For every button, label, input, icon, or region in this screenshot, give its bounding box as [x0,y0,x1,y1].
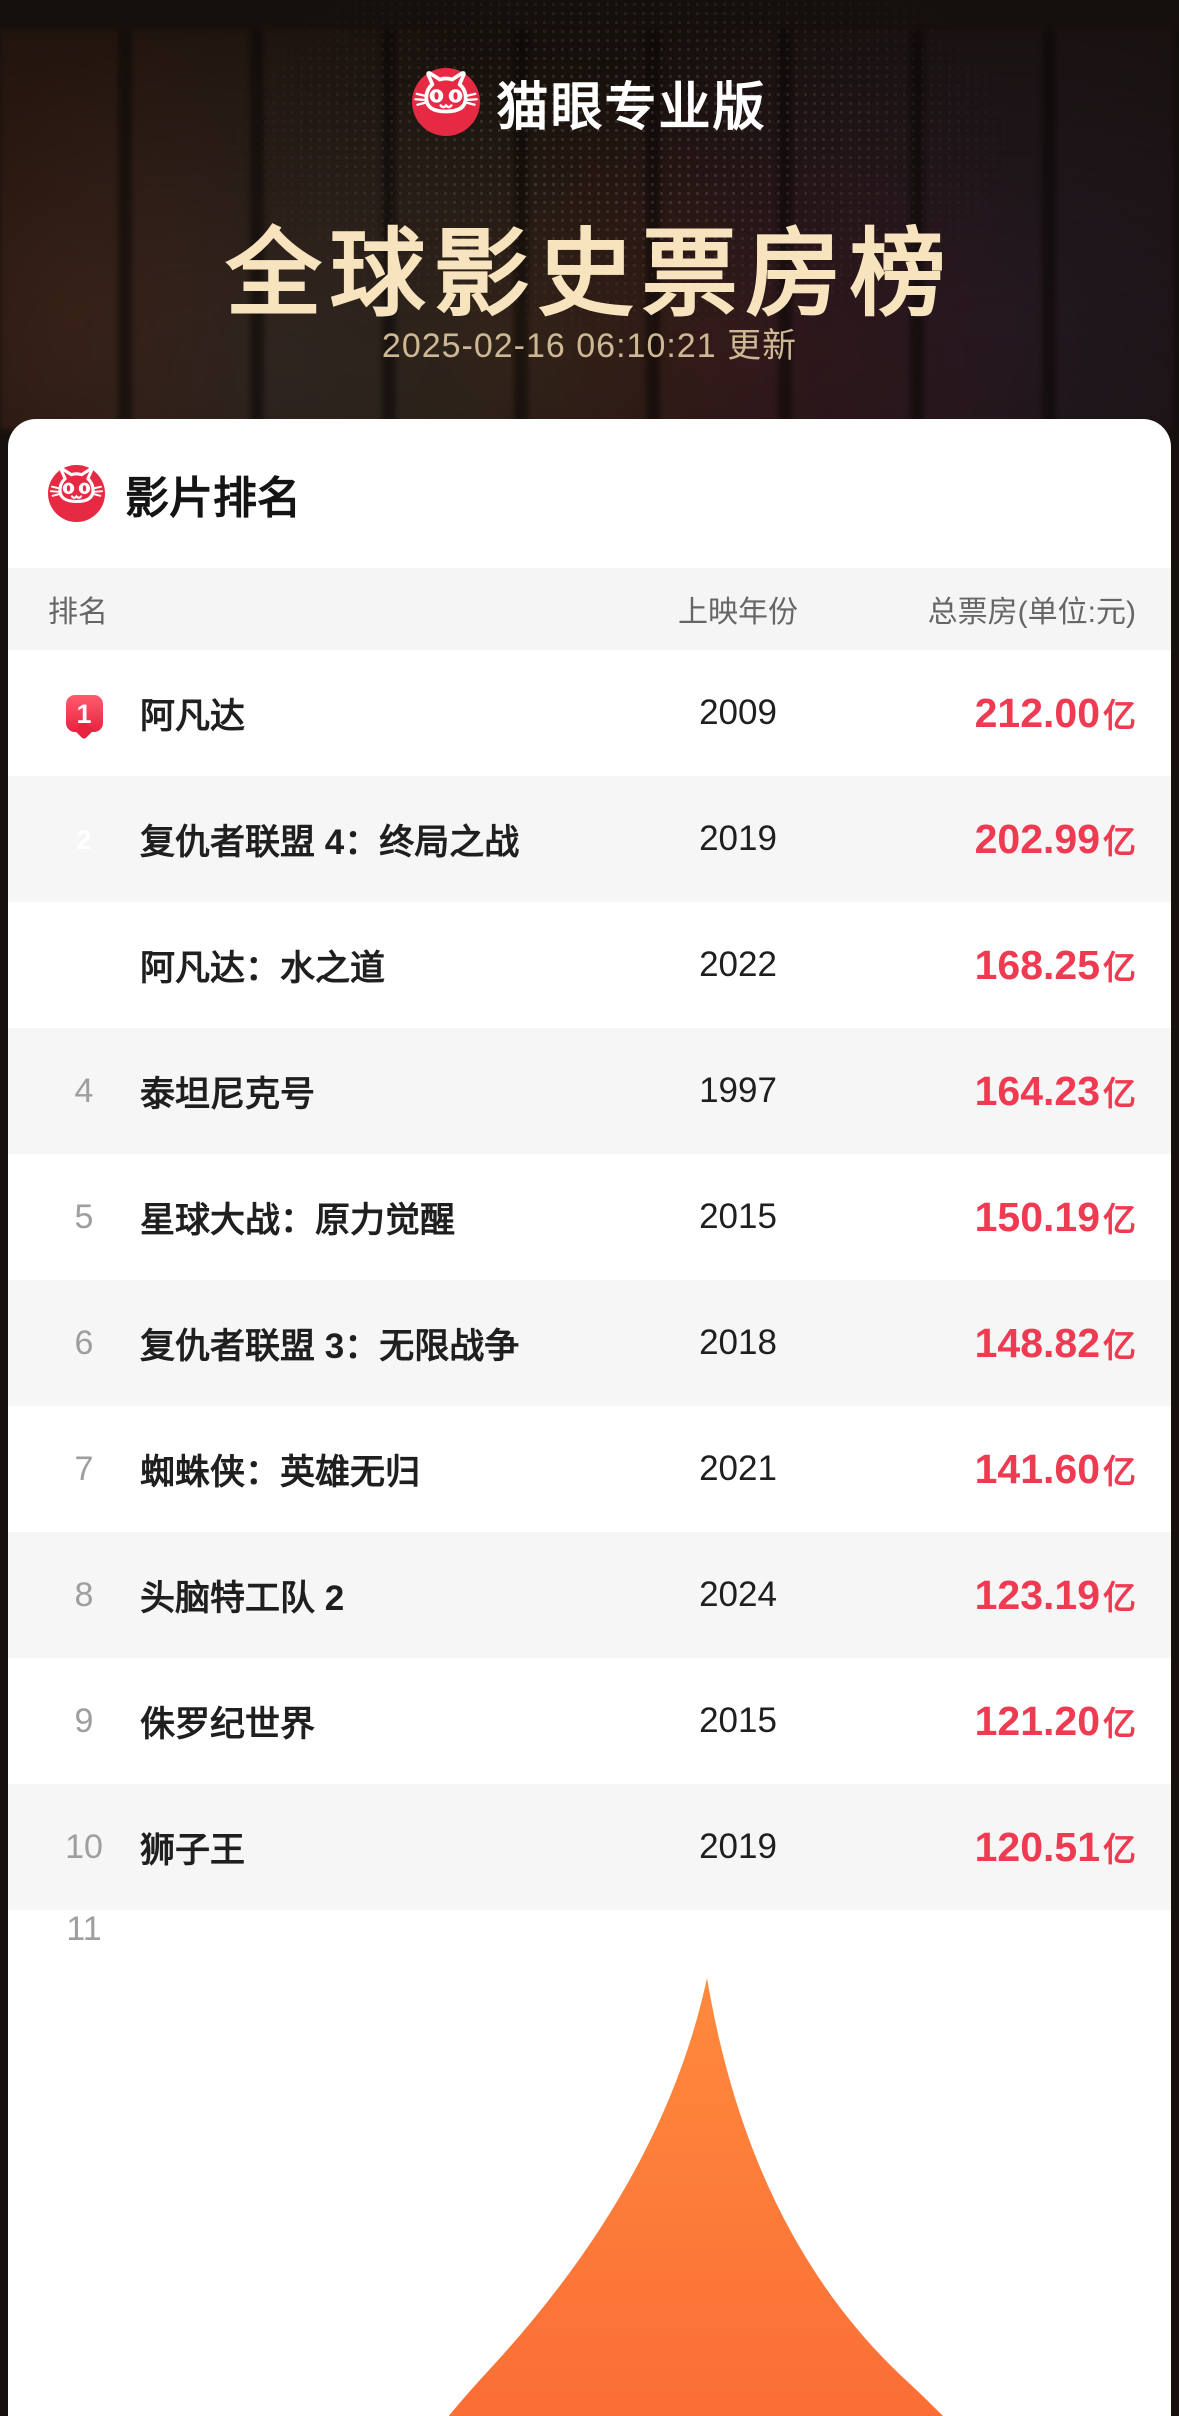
movie-title: 蜘蛛侠：英雄无归 [140,1452,421,1492]
update-time: 2025-02-16 06:10:21 更新 [381,327,798,365]
movie-title: 复仇者联盟 4：终局之战 [140,822,520,862]
box-office-amount: 150.19亿 [974,1194,1136,1240]
movie-title: 泰坦尼克号 [140,1074,316,1114]
release-year: 2021 [699,1449,777,1488]
box-office-unit: 亿 [1103,949,1136,986]
movie-row[interactable]: 8 头脑特工队 2 2024 123.19亿 [8,1532,1171,1658]
movie-title: 阿凡达：水之道 [140,948,386,988]
release-year: 2018 [699,1323,777,1362]
section-title: 影片排名 [125,473,301,523]
fire-icon [448,1978,943,2416]
page-title: 全球影史票房榜 [225,221,954,328]
rank-number: 11 [66,1910,102,1948]
movie-row[interactable]: 1 阿凡达 2009 212.00亿 [8,650,1171,776]
box-office-amount: 148.82亿 [974,1320,1136,1366]
movie-row[interactable]: 4 泰坦尼克号 1997 164.23亿 [8,1028,1171,1154]
box-office-unit: 亿 [1103,823,1136,860]
column-header-rank: 排名 [48,596,108,629]
movie-title: 头脑特工队 2 [140,1578,345,1618]
release-year: 2019 [699,819,777,858]
box-office-unit: 亿 [1103,1075,1136,1112]
rank-number: 8 [74,1575,94,1614]
movie-row[interactable]: 10 狮子王 2019 120.51亿 [8,1784,1171,1910]
movie-title: 狮子王 [140,1830,246,1870]
release-year: 2015 [699,1701,777,1740]
release-year: 2019 [699,1827,777,1866]
movie-title: 阿凡达 [140,696,246,736]
box-office-amount: 212.00亿 [974,690,1136,736]
rank-number: 6 [74,1323,94,1362]
hero-header: 猫眼专业版 全球影史票房榜 2025-02-16 06:10:21 更新 [0,0,1179,440]
box-office-unit: 亿 [1103,1831,1136,1868]
table-header: 排名 上映年份 总票房(单位:元) [8,568,1171,650]
rank-number: 10 [65,1827,103,1866]
maoyan-logo: 猫眼专业版 [0,66,1179,138]
movie-row[interactable]: 5 星球大战：原力觉醒 2015 150.19亿 [8,1154,1171,1280]
release-year: 2015 [699,1197,777,1236]
release-year: 1997 [699,1071,777,1110]
box-office-unit: 亿 [1103,1705,1136,1742]
box-office-unit: 亿 [1103,1453,1136,1490]
movie-row[interactable]: 7 蜘蛛侠：英雄无归 2021 141.60亿 [8,1406,1171,1532]
release-year: 2009 [699,693,777,732]
box-office-amount: 123.19亿 [974,1572,1136,1618]
rank-number: 7 [74,1449,94,1488]
movie-row[interactable]: 3 阿凡达：水之道 2022 168.25亿 [8,902,1171,1028]
box-office-amount: 120.51亿 [974,1824,1136,1870]
rank-badge-bronze: 3 [76,950,92,981]
world-map-dots-background [0,0,1179,440]
box-office-unit: 亿 [1103,1201,1136,1238]
movie-row-highlighted[interactable]: 11 哪吒之魔童闹海 2025 114.96亿 中国(含港澳台) 114.72亿… [8,1910,1171,2416]
poster-collage-background [0,30,1179,430]
box-office-unit: 亿 [1103,1327,1136,1364]
rank-badge-silver: 2 [76,824,92,855]
movie-title: 星球大战：原力觉醒 [140,1200,456,1240]
movie-row[interactable]: 9 侏罗纪世界 2015 121.20亿 [8,1658,1171,1784]
section-header: 影片排名 [8,419,1171,568]
movie-title: 哪吒之魔童闹海 [28,1949,1171,2416]
column-header-boxoffice: 总票房(单位:元) [927,596,1136,629]
maoyan-logo-text: 猫眼专业版 [496,78,767,137]
box-office-amount: 202.99亿 [974,816,1136,862]
rank-number: 4 [74,1071,94,1110]
box-office-amount: 168.25亿 [974,942,1136,988]
column-header-year: 上映年份 [678,596,798,629]
movie-row[interactable]: 2 复仇者联盟 4：终局之战 2019 202.99亿 [8,776,1171,902]
rank-badge-gold: 1 [65,694,103,732]
movie-title: 侏罗纪世界 [140,1704,316,1744]
release-year: 2024 [699,1575,777,1614]
box-office-unit: 亿 [1103,697,1136,734]
box-office-amount: 121.20亿 [974,1698,1136,1744]
movie-title: 复仇者联盟 3：无限战争 [140,1326,520,1366]
rank-number: 9 [74,1701,94,1740]
ranking-card: 影片排名 排名 上映年份 总票房(单位:元) 1 阿凡达 2009 212.00… [8,419,1171,2416]
box-office-amount: 141.60亿 [974,1446,1136,1492]
box-office-amount: 164.23亿 [974,1068,1136,1114]
maoyan-cat-icon [412,68,481,136]
rank-number: 5 [74,1197,94,1236]
box-office-unit: 亿 [1103,1579,1136,1616]
release-year: 2022 [699,945,777,984]
movie-row[interactable]: 6 复仇者联盟 3：无限战争 2018 148.82亿 [8,1280,1171,1406]
maoyan-cat-icon-small [48,465,105,522]
